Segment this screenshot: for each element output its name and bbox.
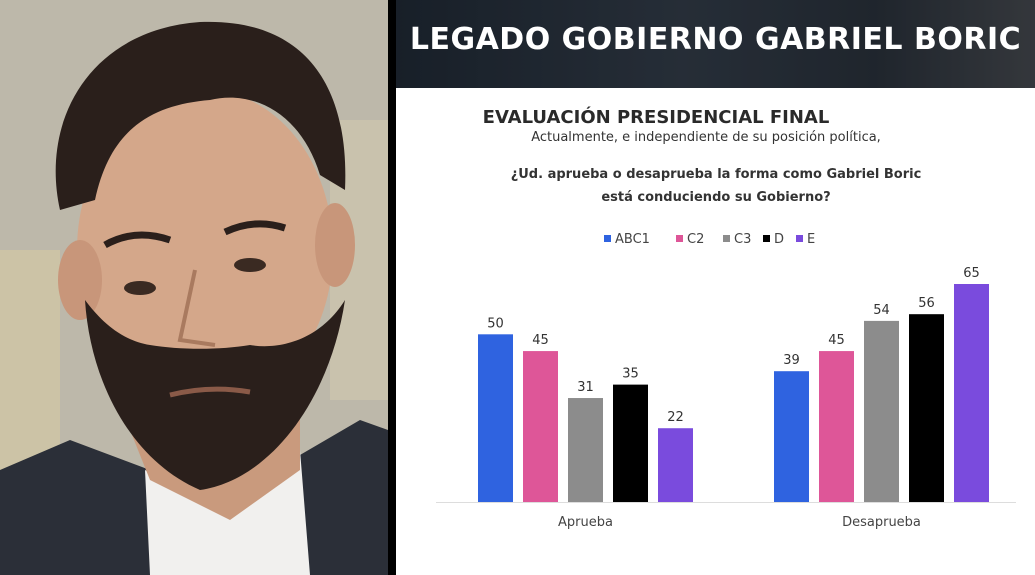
banner-title: LEGADO GOBIERNO GABRIEL BORIC bbox=[409, 22, 1022, 57]
bar-desaprueba-abc1 bbox=[774, 371, 809, 502]
bar-aprueba-abc1 bbox=[478, 334, 513, 502]
legend-swatch-c3 bbox=[723, 235, 730, 242]
chart-title: EVALUACIÓN PRESIDENCIAL FINAL bbox=[482, 107, 830, 128]
bar-desaprueba-e bbox=[954, 284, 989, 502]
legend-label-abc1: ABC1 bbox=[615, 232, 650, 247]
legend-swatch-abc1 bbox=[604, 235, 611, 242]
data-label-aprueba-c2: 45 bbox=[532, 333, 549, 348]
photo-gabriel-boric bbox=[0, 0, 388, 575]
legend-label-c3: C3 bbox=[734, 232, 751, 247]
data-label-desaprueba-d: 56 bbox=[918, 296, 935, 311]
question-line-1: ¿Ud. aprueba o desaprueba la forma como … bbox=[510, 167, 922, 182]
legend-label-e: E bbox=[807, 232, 815, 247]
bar-aprueba-c2 bbox=[523, 351, 558, 502]
question-line-2: está conduciendo su Gobierno? bbox=[601, 190, 831, 205]
bar-chart: ABC1 C2 C3 D E 50 45 31 35 22 Aprueba 39 45 54 56 65 Des… bbox=[436, 232, 1016, 530]
bar-desaprueba-c3 bbox=[864, 320, 899, 502]
panel-divider bbox=[388, 0, 396, 575]
data-label-desaprueba-c3: 54 bbox=[873, 303, 890, 318]
legend-swatch-c2 bbox=[676, 235, 683, 242]
category-label-aprueba: Aprueba bbox=[558, 515, 613, 530]
bar-aprueba-d bbox=[613, 384, 648, 502]
data-label-aprueba-e: 22 bbox=[667, 410, 684, 425]
bar-aprueba-e bbox=[658, 428, 693, 502]
category-label-desaprueba: Desaprueba bbox=[842, 515, 921, 530]
data-label-desaprueba-c2: 45 bbox=[828, 333, 845, 348]
chart-subtitle: Actualmente, e independiente de su posic… bbox=[531, 130, 881, 145]
banner: LEGADO GOBIERNO GABRIEL BORIC bbox=[396, 0, 1035, 88]
data-label-desaprueba-e: 65 bbox=[963, 266, 980, 281]
bar-desaprueba-c2 bbox=[819, 351, 854, 502]
data-label-aprueba-abc1: 50 bbox=[487, 316, 504, 331]
data-label-desaprueba-abc1: 39 bbox=[783, 353, 800, 368]
legend-label-c2: C2 bbox=[687, 232, 704, 247]
bar-desaprueba-d bbox=[909, 314, 944, 502]
portrait-photo bbox=[0, 0, 388, 575]
survey-question: ¿Ud. aprueba o desaprueba la forma como … bbox=[396, 163, 1035, 209]
data-label-aprueba-d: 35 bbox=[622, 367, 639, 382]
data-label-aprueba-c3: 31 bbox=[577, 380, 594, 395]
legend-swatch-d bbox=[763, 235, 770, 242]
bar-aprueba-c3 bbox=[568, 398, 603, 502]
legend-swatch-e bbox=[796, 235, 803, 242]
legend-label-d: D bbox=[774, 232, 784, 247]
banner-shade bbox=[396, 0, 1035, 88]
